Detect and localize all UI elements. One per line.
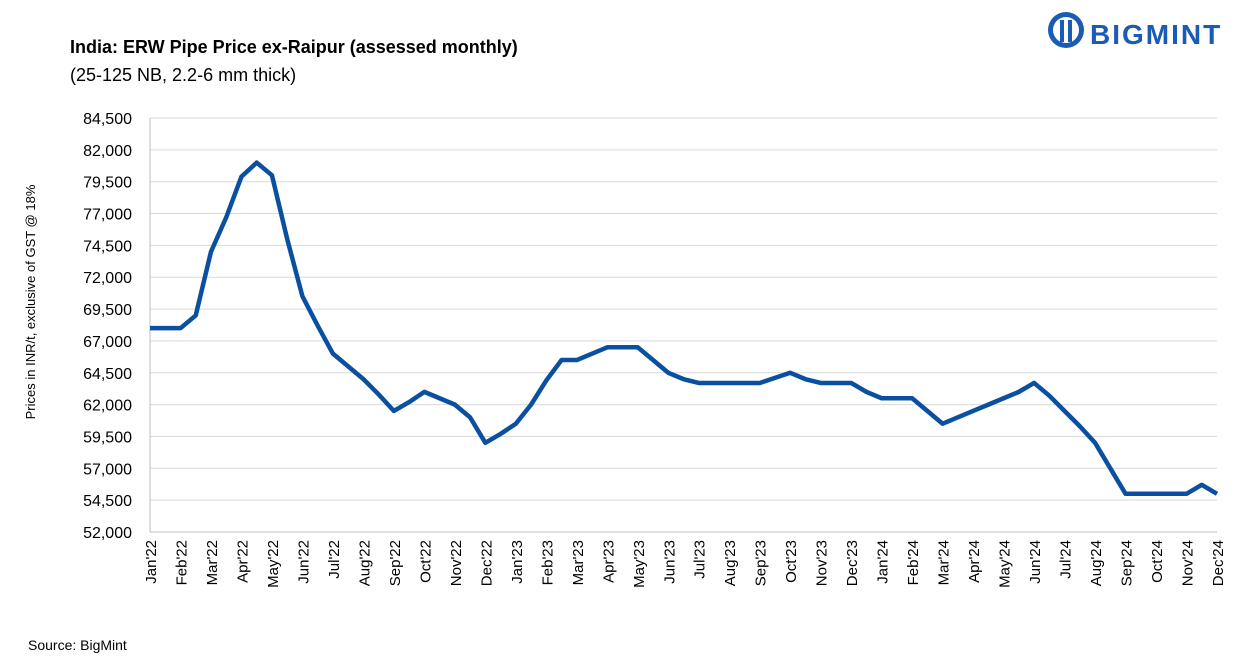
x-tick-label: Aug'22: [356, 540, 373, 586]
x-tick-label: Apr'24: [966, 540, 983, 583]
x-tick-label: Feb'22: [173, 540, 190, 585]
y-tick-label: 52,000: [83, 525, 132, 542]
logo-icon-inner: [1053, 17, 1079, 43]
x-tick-label: Sep'23: [753, 540, 770, 586]
logo-text: BIGMINT: [1090, 19, 1222, 50]
x-tick-label: Dec'23: [844, 540, 861, 586]
logo-icon-bar: [1068, 20, 1072, 42]
x-tick-label: Feb'24: [905, 540, 922, 585]
y-tick-label: 69,500: [83, 302, 132, 319]
x-tick-label: Mar'22: [204, 540, 221, 585]
x-tick-label: Aug'23: [722, 540, 739, 586]
x-tick-label: Oct'22: [417, 540, 434, 583]
y-tick-label: 54,500: [83, 493, 132, 510]
x-tick-label: Jan'24: [875, 540, 892, 584]
x-tick-label: Mar'23: [570, 540, 587, 585]
x-tick-label: Mar'24: [936, 540, 953, 585]
x-tick-label: Jul'22: [326, 540, 343, 579]
x-tick-label: Jan'23: [509, 540, 526, 584]
x-tick-label: Jul'24: [1058, 540, 1075, 579]
x-tick-label: Jul'23: [692, 540, 709, 579]
y-tick-label: 74,500: [83, 238, 132, 255]
logo: BIGMINT: [1048, 12, 1222, 50]
x-tick-label: Dec'22: [478, 540, 495, 586]
y-tick-label: 82,000: [83, 143, 132, 160]
x-tick-label: Aug'24: [1088, 540, 1105, 586]
x-tick-label: Oct'24: [1149, 540, 1166, 583]
chart-subtitle: (25-125 NB, 2.2-6 mm thick): [70, 65, 296, 85]
logo-icon-bar: [1060, 20, 1064, 42]
x-tick-label: Oct'23: [783, 540, 800, 583]
y-tick-label: 84,500: [83, 111, 132, 128]
y-tick-label: 64,500: [83, 366, 132, 383]
x-tick-label: Dec'24: [1210, 540, 1227, 586]
x-tick-label: Jun'24: [1027, 540, 1044, 584]
x-tick-label: May'22: [265, 540, 282, 588]
x-tick-label: May'24: [997, 540, 1014, 588]
x-tick-label: Nov'22: [448, 540, 465, 586]
y-tick-label: 67,000: [83, 334, 132, 351]
x-tick-label: Apr'22: [234, 540, 251, 583]
y-tick-label: 79,500: [83, 175, 132, 192]
x-tick-label: Jan'22: [143, 540, 160, 584]
source: Source: BigMint: [28, 637, 127, 653]
x-tick-label: Sep'24: [1119, 540, 1136, 586]
y-tick-label: 72,000: [83, 270, 132, 287]
x-tick-label: Jun'23: [661, 540, 678, 584]
y-axis-label: Prices in INR/t, exclusive of GST @ 18%: [23, 184, 38, 419]
x-tick-label: May'23: [631, 540, 648, 588]
data-line: [150, 160, 1219, 497]
y-tick-label: 57,000: [83, 461, 132, 478]
y-tick-label: 59,500: [83, 429, 132, 446]
x-tick-label: Jun'22: [295, 540, 312, 584]
y-tick-label: 77,000: [83, 207, 132, 224]
chart-title: India: ERW Pipe Price ex-Raipur (assesse…: [70, 37, 518, 57]
x-tick-label: Apr'23: [600, 540, 617, 583]
x-tick-label: Nov'24: [1180, 540, 1197, 586]
y-tick-label: 62,000: [83, 398, 132, 415]
x-tick-label: Feb'23: [539, 540, 556, 585]
x-tick-label: Sep'22: [387, 540, 404, 586]
x-tick-label: Nov'23: [814, 540, 831, 586]
